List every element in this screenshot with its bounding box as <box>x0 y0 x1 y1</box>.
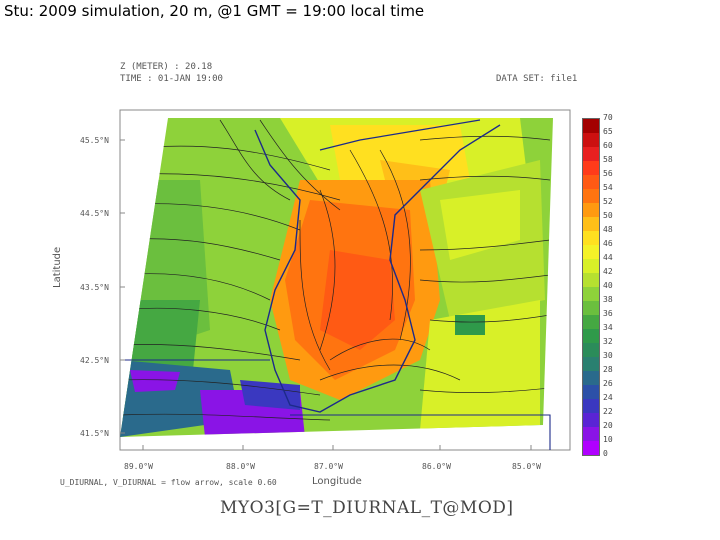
colorbar-swatch <box>583 315 599 329</box>
colorbar-swatch <box>583 119 599 133</box>
bottom-title: MYO3[G=T_DIURNAL_T@MOD] <box>220 498 514 518</box>
plot-header-time: TIME : 01-JAN 19:00 <box>120 74 223 84</box>
colorbar-swatch <box>583 301 599 315</box>
y-axis-title: Latitude <box>52 246 63 288</box>
colorbar-swatch <box>583 147 599 161</box>
colorbar-swatch <box>583 161 599 175</box>
colorbar-swatch <box>583 273 599 287</box>
lon-tick-label: 87.0°W <box>314 462 343 471</box>
colorbar-swatch <box>583 203 599 217</box>
colorbar-tick-label: 22 <box>603 407 613 416</box>
colorbar-swatch <box>583 245 599 259</box>
temperature-field <box>120 118 553 437</box>
colorbar-swatch <box>583 357 599 371</box>
colorbar-swatch <box>583 427 599 441</box>
colorbar-tick-label: 46 <box>603 239 613 248</box>
colorbar-swatch <box>583 189 599 203</box>
colorbar-swatch <box>583 399 599 413</box>
colorbar-tick-label: 20 <box>603 421 613 430</box>
colorbar-tick-label: 30 <box>603 351 613 360</box>
lat-tick-label: 45.5°N <box>80 136 109 145</box>
colorbar-swatch <box>583 287 599 301</box>
plot-header-level: Z (METER) : 20.18 <box>120 62 213 72</box>
shoreline-north <box>319 119 481 151</box>
lat-tick-label: 44.5°N <box>80 209 109 218</box>
colorbar-swatch <box>583 133 599 147</box>
colorbar-tick-label: 24 <box>603 393 613 402</box>
lon-tick-label: 85.0°W <box>512 462 541 471</box>
colorbar-swatch <box>583 175 599 189</box>
lat-tick-label: 41.5°N <box>80 429 109 438</box>
lat-tick-label: 43.5°N <box>80 283 109 292</box>
colorbar-swatch <box>583 231 599 245</box>
colorbar-tick-label: 44 <box>603 253 613 262</box>
colorbar-tick-label: 38 <box>603 295 613 304</box>
colorbar-tick-label: 28 <box>603 365 613 374</box>
colorbar-tick-label: 42 <box>603 267 613 276</box>
x-axis-title: Longitude <box>312 476 362 487</box>
colorbar-swatch <box>583 217 599 231</box>
slide-title: Stu: 2009 simulation, 20 m, @1 GMT = 19:… <box>4 2 425 20</box>
lon-tick-label: 88.0°W <box>226 462 255 471</box>
colorbar-tick-label: 32 <box>603 337 613 346</box>
flow-footnote: U_DIURNAL, V_DIURNAL = flow arrow, scale… <box>60 478 277 487</box>
axis-ticks <box>120 139 532 450</box>
colorbar-swatch <box>583 385 599 399</box>
colorbar-tick-label: 36 <box>603 309 613 318</box>
colorbar-swatch <box>583 329 599 343</box>
colorbar-tick-label: 10 <box>603 435 613 444</box>
colorbar-tick-label: 26 <box>603 379 613 388</box>
state-border <box>120 359 551 450</box>
colorbar <box>582 118 600 456</box>
colorbar-swatch <box>583 343 599 357</box>
lake-michigan-coastline <box>254 124 501 413</box>
colorbar-tick-label: 58 <box>603 155 613 164</box>
colorbar-tick-label: 48 <box>603 225 613 234</box>
colorbar-tick-label: 60 <box>603 141 613 150</box>
colorbar-tick-label: 54 <box>603 183 613 192</box>
colorbar-tick-label: 40 <box>603 281 613 290</box>
colorbar-tick-label: 70 <box>603 113 613 122</box>
colorbar-tick-label: 34 <box>603 323 613 332</box>
colorbar-swatch <box>583 441 599 455</box>
lon-tick-label: 89.0°W <box>124 462 153 471</box>
colorbar-swatch <box>583 413 599 427</box>
colorbar-tick-label: 65 <box>603 127 613 136</box>
colorbar-tick-label: 52 <box>603 197 613 206</box>
colorbar-tick-label: 50 <box>603 211 613 220</box>
dataset-label: DATA SET: file1 <box>496 74 578 84</box>
plot-frame <box>119 109 571 451</box>
lat-tick-label: 42.5°N <box>80 356 109 365</box>
colorbar-tick-label: 0 <box>603 449 608 458</box>
colorbar-swatch <box>583 371 599 385</box>
lon-tick-label: 86.0°W <box>422 462 451 471</box>
colorbar-tick-label: 56 <box>603 169 613 178</box>
colorbar-swatch <box>583 259 599 273</box>
